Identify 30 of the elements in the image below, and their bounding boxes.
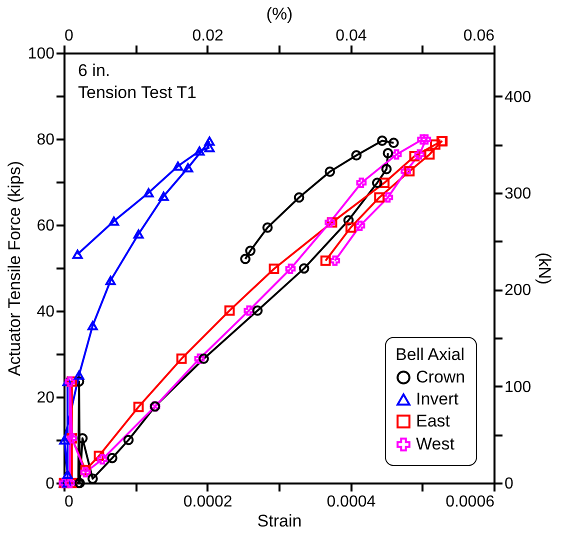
y-tick-label: 0 [46,476,55,492]
x2-tick-label: 0.02 [192,28,224,44]
x-tick-label: 0.0004 [326,494,376,510]
annotation: Tension Test T1 [78,83,196,102]
y-axis-title: Actuator Tensile Force (kips) [4,160,24,376]
x2-tick-label: 0.06 [463,28,495,44]
legend-label: Invert [416,390,459,408]
y2-tick-label: 400 [504,88,532,106]
y2-tick-label: 0 [504,476,514,492]
y2-tick-label: 100 [504,378,532,396]
y-tick-label: 80 [36,132,55,148]
y-tick-label: 60 [36,218,55,234]
x-tick-label: 0.0006 [446,494,495,510]
legend-label: West [416,434,455,454]
x-tick-label: 0.0002 [183,494,232,510]
x2-tick-label: 0.04 [336,28,367,44]
y2-tick-label: 300 [504,185,532,202]
x-tick-label: 0 [64,494,74,510]
legend-title: Bell Axial [396,345,464,364]
legend-label: Crown [416,368,466,386]
annotation: 6 in. [78,61,110,80]
y2-tick-label: 200 [504,282,532,300]
x2-tick-label: 0 [64,28,74,44]
y-tick-label: 20 [36,390,55,406]
x-axis-title: Strain [257,512,302,530]
x2-axis-title: (%) [266,4,293,24]
y2-axis-title: (kN) [535,252,554,285]
y-tick-label: 100 [28,46,55,62]
y-tick-label: 40 [36,304,55,320]
legend-label: East [416,412,450,430]
